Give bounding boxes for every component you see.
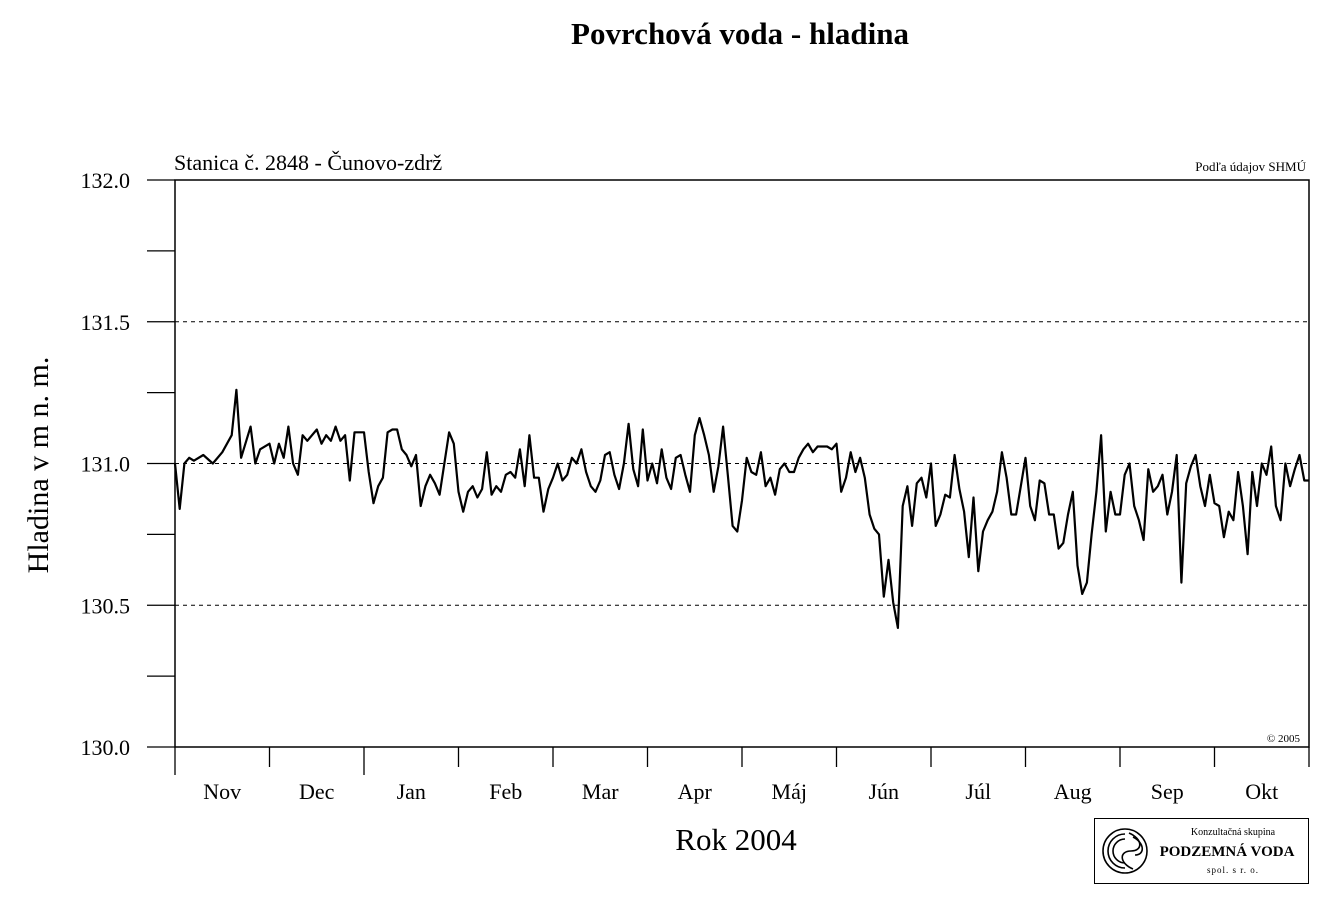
- y-axis: 130.0 130.5 131.0 131.5 132.0: [81, 168, 175, 760]
- x-tick-label: Mar: [582, 779, 619, 804]
- y-tick-label: 131.5: [81, 310, 131, 335]
- x-tick-label: Okt: [1245, 779, 1278, 804]
- water-waves-icon: [1102, 828, 1148, 874]
- y-tick-label: 130.5: [81, 593, 131, 618]
- logo-line-3: spol. s r. o.: [1206, 865, 1259, 875]
- y-axis-label: Hladina v m n. m.: [22, 357, 55, 574]
- company-logo: Konzultačná skupina PODZEMNÁ VODA spol. …: [1094, 818, 1309, 884]
- chart-title: Povrchová voda - hladina: [571, 16, 909, 51]
- x-tick-label: Nov: [203, 779, 241, 804]
- grid-lines: [175, 321, 1309, 606]
- y-tick-label: 130.0: [81, 735, 131, 760]
- y-tick-label: 131.0: [81, 452, 131, 477]
- x-tick-label: Sep: [1151, 779, 1184, 804]
- series-line: [173, 388, 1309, 629]
- logo-line-1: Konzultačná skupina: [1190, 827, 1276, 838]
- x-tick-label: Júl: [965, 779, 991, 804]
- x-tick-label: Aug: [1054, 779, 1092, 804]
- y-tick-label: 132.0: [81, 168, 131, 193]
- x-tick-label: Feb: [489, 779, 522, 804]
- x-tick-label: Dec: [299, 779, 335, 804]
- x-tick-label: Apr: [678, 779, 713, 804]
- chart-subtitle: Stanica č. 2848 - Čunovo-zdrž: [174, 150, 442, 175]
- x-axis-label: Rok 2004: [675, 822, 797, 857]
- x-axis: Nov Dec Jan Feb Mar Apr Máj Jún Júl Aug Sep Okt: [174, 747, 1310, 804]
- x-tick-label: Jún: [868, 779, 899, 804]
- x-tick-label: Jan: [397, 779, 426, 804]
- logo-line-2: PODZEMNÁ VODA: [1159, 844, 1295, 860]
- copyright-note: © 2005: [1267, 733, 1301, 745]
- x-tick-label: Máj: [772, 779, 807, 804]
- source-note: Podľa údajov SHMÚ: [1195, 159, 1306, 174]
